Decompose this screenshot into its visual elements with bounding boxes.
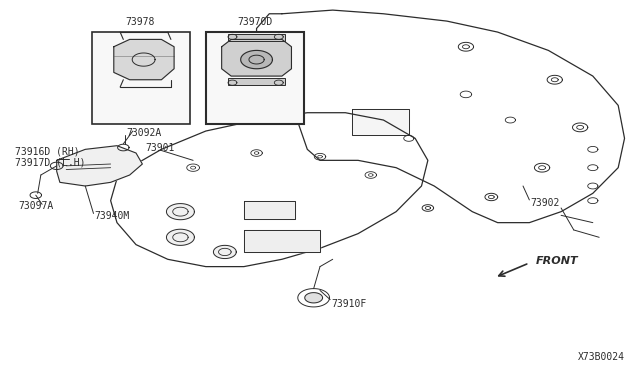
Polygon shape (114, 39, 174, 80)
Polygon shape (241, 51, 273, 69)
Polygon shape (111, 113, 428, 267)
Polygon shape (244, 230, 320, 252)
Bar (206, 32, 304, 124)
Text: 73097A: 73097A (19, 201, 54, 211)
Text: FRONT: FRONT (536, 256, 579, 266)
Text: 73902: 73902 (531, 198, 560, 208)
Text: 73970D: 73970D (237, 17, 272, 26)
Polygon shape (221, 39, 291, 76)
Polygon shape (305, 293, 323, 303)
Text: 73917D (L.H): 73917D (L.H) (15, 157, 86, 167)
Text: 73910F: 73910F (332, 299, 367, 309)
Polygon shape (166, 229, 195, 246)
Polygon shape (213, 246, 236, 259)
Text: 73092A: 73092A (127, 128, 162, 138)
Bar (228, 34, 285, 41)
Text: X73B0024: X73B0024 (577, 352, 625, 362)
Bar (228, 78, 285, 85)
Text: 73940M: 73940M (95, 211, 130, 221)
Text: 73901: 73901 (145, 142, 175, 153)
Text: 73916D (RH): 73916D (RH) (15, 146, 80, 156)
Polygon shape (352, 109, 409, 135)
Polygon shape (57, 146, 142, 186)
Polygon shape (244, 201, 294, 219)
Polygon shape (166, 203, 195, 220)
Text: 73978: 73978 (126, 17, 155, 26)
Polygon shape (257, 10, 625, 223)
Bar (92, 32, 190, 124)
